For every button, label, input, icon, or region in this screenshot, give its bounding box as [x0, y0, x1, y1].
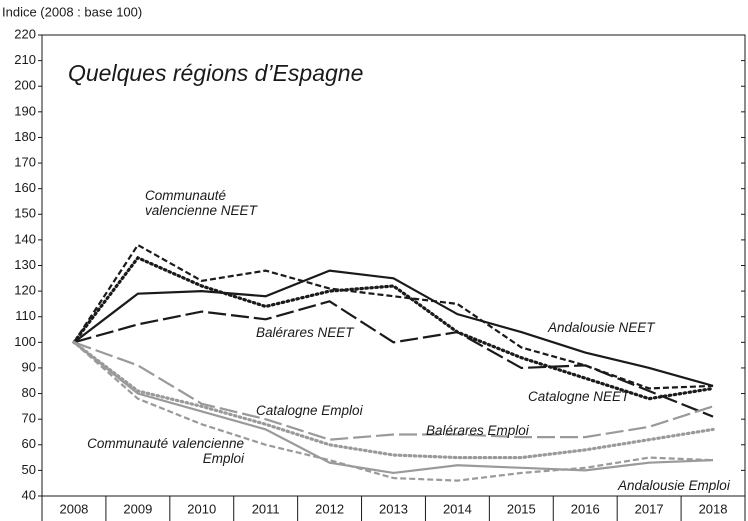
x-tick-label: 2012	[315, 501, 344, 516]
x-tick-label: 2016	[571, 501, 600, 516]
x-tick-label: 2008	[59, 501, 88, 516]
x-tick-label: 2011	[252, 501, 280, 516]
y-tick-label: 170	[14, 154, 36, 169]
series-line	[73, 341, 714, 475]
y-tick-label: 90	[22, 359, 36, 374]
y-tick-label: 120	[14, 283, 36, 298]
y-tick-label: 160	[14, 180, 36, 195]
y-tick-label: 150	[14, 206, 36, 221]
series-line	[72, 255, 715, 401]
series-line	[73, 300, 714, 418]
y-tick-label: 80	[22, 385, 36, 400]
series-label: Andalousie Emploi	[618, 478, 730, 493]
y-tick-label: 70	[22, 411, 36, 426]
x-tick-label: 2018	[699, 501, 728, 516]
y-tick-label: 110	[15, 308, 36, 323]
series-line	[73, 243, 714, 390]
series-label: Communauté valencienne Emploi	[87, 436, 244, 466]
series-line	[73, 269, 714, 387]
y-tick-label: 60	[22, 436, 36, 451]
plot-frame	[41, 34, 746, 497]
y-tick-label: 40	[22, 487, 36, 502]
x-tick-label: 2017	[635, 501, 664, 516]
series-label: Andalousie NEET	[548, 320, 655, 335]
series-line	[72, 340, 715, 460]
y-tick-label: 190	[14, 103, 36, 118]
series-line	[73, 341, 714, 482]
x-tick-label: 2010	[187, 501, 216, 516]
series-label: Balérares Emploi	[426, 423, 529, 438]
y-tick-label: 200	[14, 78, 36, 93]
x-tick-label: 2009	[123, 501, 152, 516]
series-line	[73, 341, 714, 441]
y-tick-label: 130	[14, 257, 36, 272]
chart-title: Quelques régions d’Espagne	[68, 60, 364, 86]
y-tick-label: 140	[14, 231, 36, 246]
y-tick-label: 210	[14, 52, 36, 67]
series-label: Communauté valencienne NEET	[145, 188, 257, 218]
x-tick-label: 2013	[379, 501, 408, 516]
series-label: Catalogne NEET	[528, 389, 630, 404]
y-tick-label: 100	[14, 334, 36, 349]
x-tick-label: 2014	[443, 501, 472, 516]
series-label: Balérares NEET	[256, 325, 354, 340]
y-tick-label: 180	[14, 129, 36, 144]
y-tick-label: 50	[22, 462, 36, 477]
y-axis-label: Indice (2008 : base 100)	[2, 4, 142, 19]
y-tick-label: 220	[14, 26, 36, 41]
x-tick-label: 2015	[507, 501, 536, 516]
series-label: Catalogne Emploi	[256, 403, 363, 418]
